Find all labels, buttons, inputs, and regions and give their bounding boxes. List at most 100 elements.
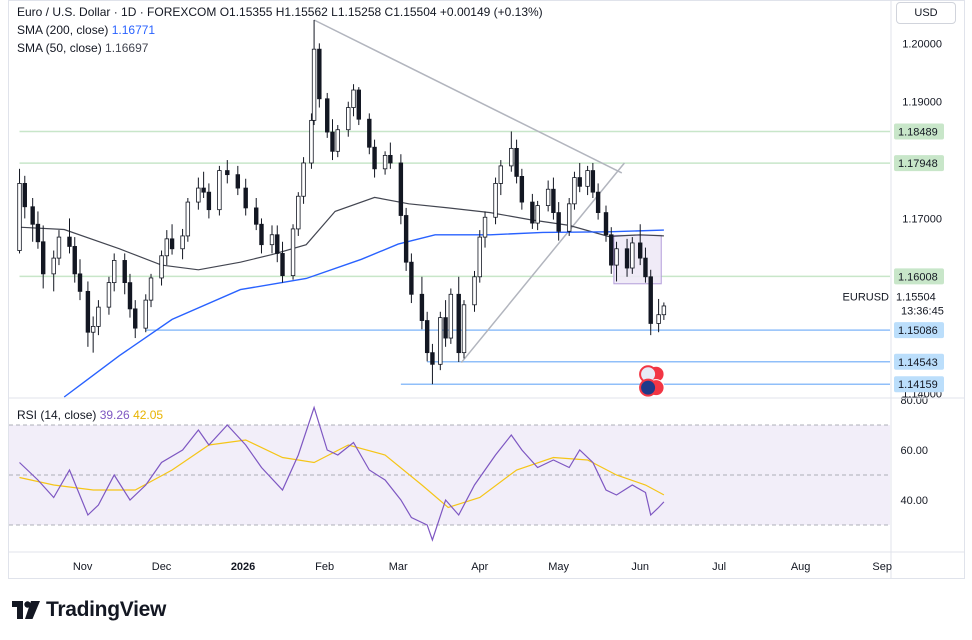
candle-body	[443, 317, 448, 339]
price-tag-box	[894, 353, 944, 370]
candle-body	[254, 207, 259, 225]
candle-body	[535, 205, 540, 224]
event-markers[interactable]	[639, 365, 665, 397]
time-tick-label: Jul	[712, 561, 726, 573]
candle-body	[77, 273, 83, 292]
candle-body	[17, 183, 22, 251]
price-tag-box	[894, 155, 944, 172]
candle-body	[335, 129, 340, 152]
candle-body	[296, 195, 301, 230]
candle-body	[419, 293, 425, 321]
candle-body	[630, 242, 635, 269]
candle-body	[388, 154, 393, 164]
price-tag-box	[894, 376, 944, 393]
sma200-value: 1.16771	[111, 23, 156, 37]
trendline-1[interactable]	[313, 19, 623, 174]
highlight-box[interactable]	[613, 234, 662, 285]
candle-body	[367, 118, 372, 148]
rsi-tick-label: 60.00	[900, 445, 928, 457]
candle-body	[325, 98, 330, 133]
candle-body	[243, 187, 248, 209]
candles	[17, 20, 667, 385]
candle-body	[22, 183, 27, 208]
time-tick-label: May	[548, 561, 569, 573]
symbol-legend[interactable]: Euro / U.S. Dollar · 1D · FOREXCOM O1.15…	[17, 5, 543, 19]
candle-body	[530, 201, 535, 224]
last-price-tag: 1.15504	[896, 292, 936, 304]
price-tag-label: 1.17948	[898, 158, 938, 170]
rsi-tick-label: 40.00	[900, 495, 928, 507]
horizontal-levels[interactable]	[19, 130, 890, 385]
sma200-line	[63, 229, 664, 398]
price-tag-box	[894, 268, 944, 285]
time-tick-label: Feb	[315, 561, 334, 573]
candle-body	[311, 48, 317, 121]
sma200-label: SMA (200, close)	[17, 23, 109, 37]
trendlines[interactable]	[313, 19, 626, 364]
candle-body	[235, 174, 241, 189]
price-tick-label: 1.17000	[902, 213, 942, 225]
candle-body	[90, 325, 96, 333]
sma50-legend[interactable]: SMA (50, close) 1.16697	[17, 41, 148, 55]
candle-body	[514, 147, 519, 177]
candle-body	[206, 191, 212, 211]
price-tags: 1.18489 1.17948 1.16008 EURUSD 1.15504 13:36:…	[843, 123, 944, 393]
ohlc-values: O1.15355 H1.15562 L1.15258 C1.15504	[219, 5, 437, 19]
rsi-value: 39.26	[99, 408, 130, 422]
candle-body	[309, 119, 314, 164]
candle-body	[509, 147, 514, 167]
candle-body	[556, 212, 561, 232]
symbol-tag: EURUSD	[843, 292, 890, 304]
brand-name: TradingView	[46, 598, 167, 621]
candle-body	[461, 304, 467, 354]
rsi-line	[19, 405, 665, 542]
currency-button[interactable]: USD	[896, 2, 956, 24]
candle-body	[614, 248, 619, 266]
candle-body	[35, 223, 41, 243]
candle-body	[595, 191, 601, 213]
candle-body	[643, 257, 648, 278]
eu-flag-icon[interactable]	[639, 378, 658, 397]
candle-body	[317, 48, 322, 100]
time-tick-label: Aug	[791, 561, 811, 573]
candle-body	[356, 89, 361, 120]
candle-body	[259, 223, 264, 246]
candle-body	[169, 238, 175, 250]
tradingview-logo[interactable]: TradingView	[12, 598, 166, 622]
candle-body	[330, 131, 335, 152]
candle-body	[577, 177, 582, 187]
sma200-legend[interactable]: SMA (200, close) 1.16771	[17, 23, 155, 37]
candle-body	[648, 276, 653, 324]
rsi-signal-line	[19, 439, 665, 509]
candle-body	[566, 203, 572, 232]
candle-body	[112, 260, 117, 284]
candle-body	[590, 170, 596, 193]
time-tick-label: Sep	[872, 561, 892, 573]
rsi-band	[9, 425, 890, 525]
price-tag-label: 1.18489	[898, 127, 938, 139]
candle-body	[551, 188, 556, 213]
candle-body	[275, 234, 280, 254]
price-tag-label: 1.15086	[898, 325, 938, 337]
candle-body	[603, 212, 609, 236]
candle-body	[409, 261, 414, 295]
candle-body	[430, 352, 435, 365]
candle-body	[301, 162, 306, 197]
highlight-box-layer[interactable]	[613, 234, 662, 285]
time-tick-label: 2026	[231, 561, 255, 573]
rsi-legend[interactable]: RSI (14, close) 39.26 42.05	[17, 408, 163, 422]
candle-body	[624, 248, 630, 269]
candle-body	[217, 170, 222, 211]
candle-body	[72, 246, 77, 275]
price-tag-box	[894, 322, 944, 339]
candle-body	[403, 215, 409, 263]
candle-body	[498, 165, 504, 184]
candle-body	[196, 187, 201, 203]
countdown-label: 13:36:45	[901, 306, 944, 318]
candle-body	[67, 236, 72, 247]
candle-body	[448, 293, 454, 339]
candle-body	[96, 306, 101, 327]
candle-body	[133, 308, 138, 329]
